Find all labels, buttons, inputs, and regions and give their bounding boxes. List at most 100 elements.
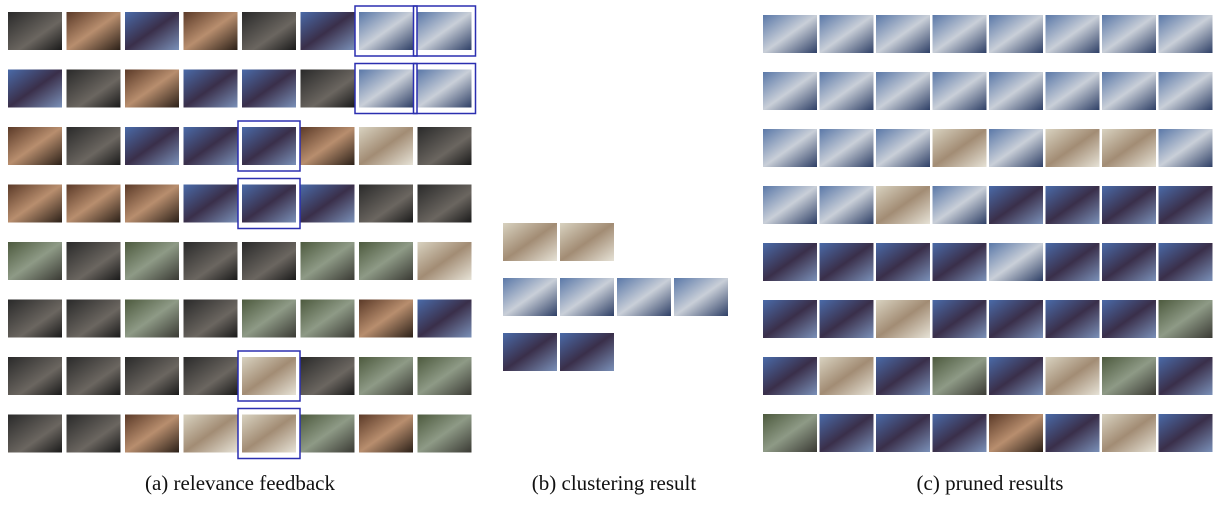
- thumbnail: [1158, 357, 1213, 395]
- thumbnail: [876, 72, 930, 110]
- thumbnail: [359, 184, 413, 223]
- thumbnail: [125, 184, 179, 223]
- thumbnail: [1102, 243, 1156, 281]
- caption: (a) relevance feedback: [145, 471, 336, 495]
- thumbnail: [763, 357, 817, 395]
- thumbnail: [242, 184, 296, 223]
- thumbnail: [989, 243, 1043, 281]
- thumbnail: [125, 127, 179, 165]
- selection-box: [354, 62, 418, 115]
- thumbnail: [1158, 72, 1213, 110]
- thumbnail: [300, 242, 355, 280]
- selection-box: [237, 407, 301, 460]
- thumbnail: [876, 357, 930, 395]
- thumbnail: [989, 414, 1043, 452]
- thumbnail: [8, 299, 62, 338]
- thumbnail: [763, 15, 817, 53]
- thumbnail: [300, 127, 355, 165]
- thumbnail: [66, 242, 121, 280]
- selection-box: [237, 350, 301, 402]
- thumbnail: [989, 357, 1043, 395]
- thumbnail: [300, 299, 355, 338]
- thumbnail: [300, 184, 355, 223]
- thumbnail: [66, 414, 121, 453]
- thumbnail: [819, 186, 874, 224]
- thumbnail: [183, 299, 238, 338]
- thumbnail: [1158, 243, 1213, 281]
- thumbnail: [876, 243, 930, 281]
- thumbnail: [763, 243, 817, 281]
- selection-box: [237, 120, 301, 172]
- thumbnail: [932, 129, 987, 167]
- thumbnail: [242, 69, 296, 108]
- thumbnail: [242, 299, 296, 338]
- thumbnail: [819, 243, 874, 281]
- thumbnail: [8, 242, 62, 280]
- thumbnail: [359, 69, 413, 108]
- thumbnail: [125, 69, 179, 108]
- thumbnail: [1102, 300, 1156, 338]
- thumbnail: [1102, 186, 1156, 224]
- thumbnail: [359, 357, 413, 395]
- thumbnail: [1102, 72, 1156, 110]
- thumbnail: [819, 357, 874, 395]
- thumbnail: [417, 12, 472, 50]
- thumbnail: [819, 129, 874, 167]
- thumbnail: [359, 242, 413, 280]
- caption: (b) clustering result: [532, 471, 697, 495]
- thumbnail: [876, 300, 930, 338]
- thumbnail: [1158, 300, 1213, 338]
- thumbnail: [183, 414, 238, 453]
- thumbnail: [183, 127, 238, 165]
- thumbnail: [932, 414, 987, 452]
- thumbnail: [674, 278, 728, 316]
- thumbnail: [560, 278, 614, 316]
- thumbnail: [989, 15, 1043, 53]
- thumbnail: [183, 69, 238, 108]
- thumbnail: [359, 12, 413, 50]
- thumbnail: [763, 72, 817, 110]
- thumbnail: [1158, 129, 1213, 167]
- thumbnail: [8, 184, 62, 223]
- thumbnail: [8, 12, 62, 50]
- thumbnail: [1045, 357, 1100, 395]
- thumbnail: [503, 278, 557, 316]
- thumbnail: [8, 127, 62, 165]
- thumbnail: [300, 357, 355, 395]
- thumbnail: [359, 299, 413, 338]
- thumbnail: [932, 186, 987, 224]
- thumbnail: [989, 300, 1043, 338]
- selection-box: [412, 62, 477, 115]
- thumbnail: [8, 414, 62, 453]
- thumbnail: [66, 69, 121, 108]
- thumbnail: [66, 127, 121, 165]
- thumbnail: [66, 184, 121, 223]
- thumbnail: [125, 242, 179, 280]
- thumbnail: [242, 12, 296, 50]
- thumbnail: [417, 69, 472, 108]
- thumbnail: [1158, 15, 1213, 53]
- thumbnail: [8, 357, 62, 395]
- thumbnail: [359, 414, 413, 453]
- thumbnail: [183, 184, 238, 223]
- thumbnail: [763, 129, 817, 167]
- thumbnail: [125, 12, 179, 50]
- thumbnail: [876, 129, 930, 167]
- thumbnail: [8, 69, 62, 108]
- thumbnail: [125, 299, 179, 338]
- thumbnail: [763, 414, 817, 452]
- thumbnail: [1045, 15, 1100, 53]
- thumbnail: [819, 15, 874, 53]
- thumbnail: [1045, 72, 1100, 110]
- thumbnail: [989, 186, 1043, 224]
- thumbnail: [819, 72, 874, 110]
- thumbnail: [819, 414, 874, 452]
- thumbnail: [300, 414, 355, 453]
- thumbnail: [183, 357, 238, 395]
- thumbnail: [876, 186, 930, 224]
- thumbnail: [1045, 300, 1100, 338]
- thumbnail: [1102, 357, 1156, 395]
- thumbnail: [242, 242, 296, 280]
- thumbnail: [1158, 414, 1213, 452]
